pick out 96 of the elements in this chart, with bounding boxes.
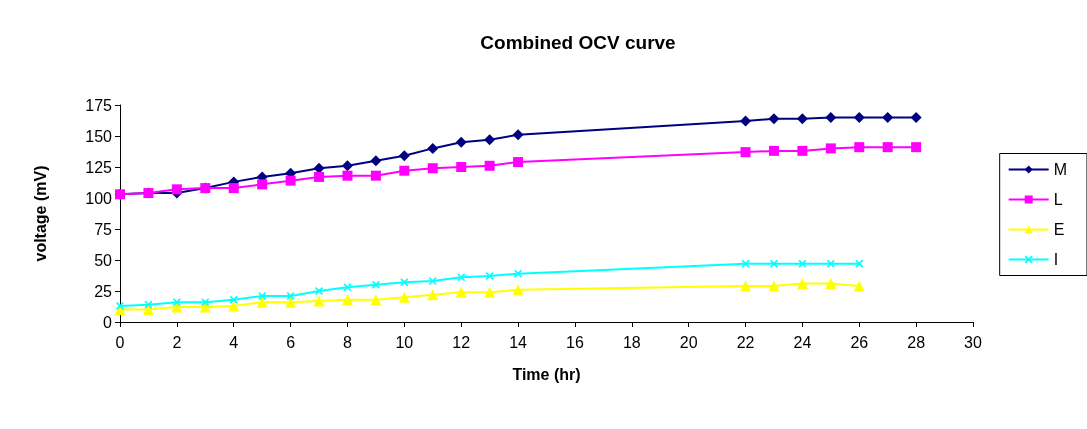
point xyxy=(882,142,893,153)
point xyxy=(825,278,837,290)
point xyxy=(798,259,807,268)
point xyxy=(343,283,352,292)
legend-label: L xyxy=(1053,191,1063,208)
point xyxy=(285,296,297,308)
point xyxy=(796,278,808,290)
point xyxy=(341,294,353,306)
point xyxy=(825,111,837,123)
point xyxy=(398,291,410,303)
point xyxy=(400,278,409,287)
x-tick-label: 8 xyxy=(343,333,353,351)
point xyxy=(484,160,495,171)
y-tick-label: 25 xyxy=(94,282,113,300)
y-axis-title: voltage (mV) xyxy=(31,165,49,262)
legend-label: I xyxy=(1053,251,1059,268)
point xyxy=(428,277,437,286)
point xyxy=(825,143,836,154)
point xyxy=(768,280,780,292)
point xyxy=(341,160,353,172)
point xyxy=(484,134,496,146)
point xyxy=(171,184,182,195)
point xyxy=(172,298,181,307)
point xyxy=(797,145,808,156)
x-tick-label: 10 xyxy=(395,333,414,351)
point xyxy=(853,280,865,292)
x-tick-label: 12 xyxy=(452,333,471,351)
point xyxy=(427,142,439,154)
y-tick-label: 125 xyxy=(85,158,113,176)
point xyxy=(826,259,835,268)
y-tick-label: 0 xyxy=(103,313,113,331)
point xyxy=(853,111,865,123)
point xyxy=(229,295,238,304)
x-tick-label: 30 xyxy=(964,333,982,351)
x-tick-label: 24 xyxy=(793,333,812,351)
point xyxy=(911,142,922,153)
point xyxy=(882,111,894,123)
point xyxy=(854,142,865,153)
point xyxy=(768,113,780,125)
point xyxy=(740,280,752,292)
point xyxy=(455,286,467,298)
point xyxy=(741,259,750,268)
point xyxy=(456,162,467,172)
y-tick-label: 100 xyxy=(85,189,113,207)
point xyxy=(457,273,466,282)
point xyxy=(256,296,268,308)
point xyxy=(314,171,325,182)
chart-title: Combined OCV curve xyxy=(480,32,676,53)
point xyxy=(116,301,124,310)
legend-label: E xyxy=(1053,221,1065,238)
x-tick-label: 2 xyxy=(172,333,182,351)
point xyxy=(484,286,496,298)
x-tick-label: 16 xyxy=(566,333,584,351)
point xyxy=(768,145,779,156)
point xyxy=(455,136,467,148)
point xyxy=(855,259,864,268)
y-tick-label: 150 xyxy=(85,127,113,145)
x-tick-label: 14 xyxy=(509,333,528,351)
legend-label: M xyxy=(1053,161,1067,178)
point xyxy=(144,300,153,309)
point xyxy=(796,113,808,125)
point xyxy=(313,295,325,307)
y-tick-label: 50 xyxy=(94,251,113,269)
x-tick-label: 0 xyxy=(115,333,125,351)
x-tick-label: 20 xyxy=(679,333,698,351)
point xyxy=(512,284,524,296)
point xyxy=(512,129,524,141)
point xyxy=(342,170,353,181)
point xyxy=(740,115,752,127)
point xyxy=(285,175,296,186)
point xyxy=(370,155,382,167)
point xyxy=(228,183,239,194)
x-tick-label: 22 xyxy=(736,333,755,351)
point xyxy=(228,300,240,312)
point xyxy=(201,298,210,307)
point xyxy=(315,287,324,295)
point xyxy=(399,165,410,176)
x-tick-label: 26 xyxy=(850,333,869,351)
x-axis-title: Time (hr) xyxy=(512,365,581,383)
point xyxy=(427,289,439,301)
point xyxy=(371,280,380,289)
point xyxy=(740,147,751,158)
y-tick-label: 75 xyxy=(94,220,113,238)
point xyxy=(370,170,381,181)
point xyxy=(370,294,382,306)
point xyxy=(257,179,268,190)
x-tick-label: 18 xyxy=(622,333,641,351)
x-tick-label: 4 xyxy=(229,333,239,351)
x-tick-label: 6 xyxy=(286,333,296,351)
point xyxy=(513,157,524,168)
point xyxy=(910,111,922,123)
x-tick-label: 28 xyxy=(907,333,926,351)
point xyxy=(258,291,267,300)
y-tick-label: 175 xyxy=(85,96,113,114)
point xyxy=(427,163,438,174)
point xyxy=(398,150,410,162)
